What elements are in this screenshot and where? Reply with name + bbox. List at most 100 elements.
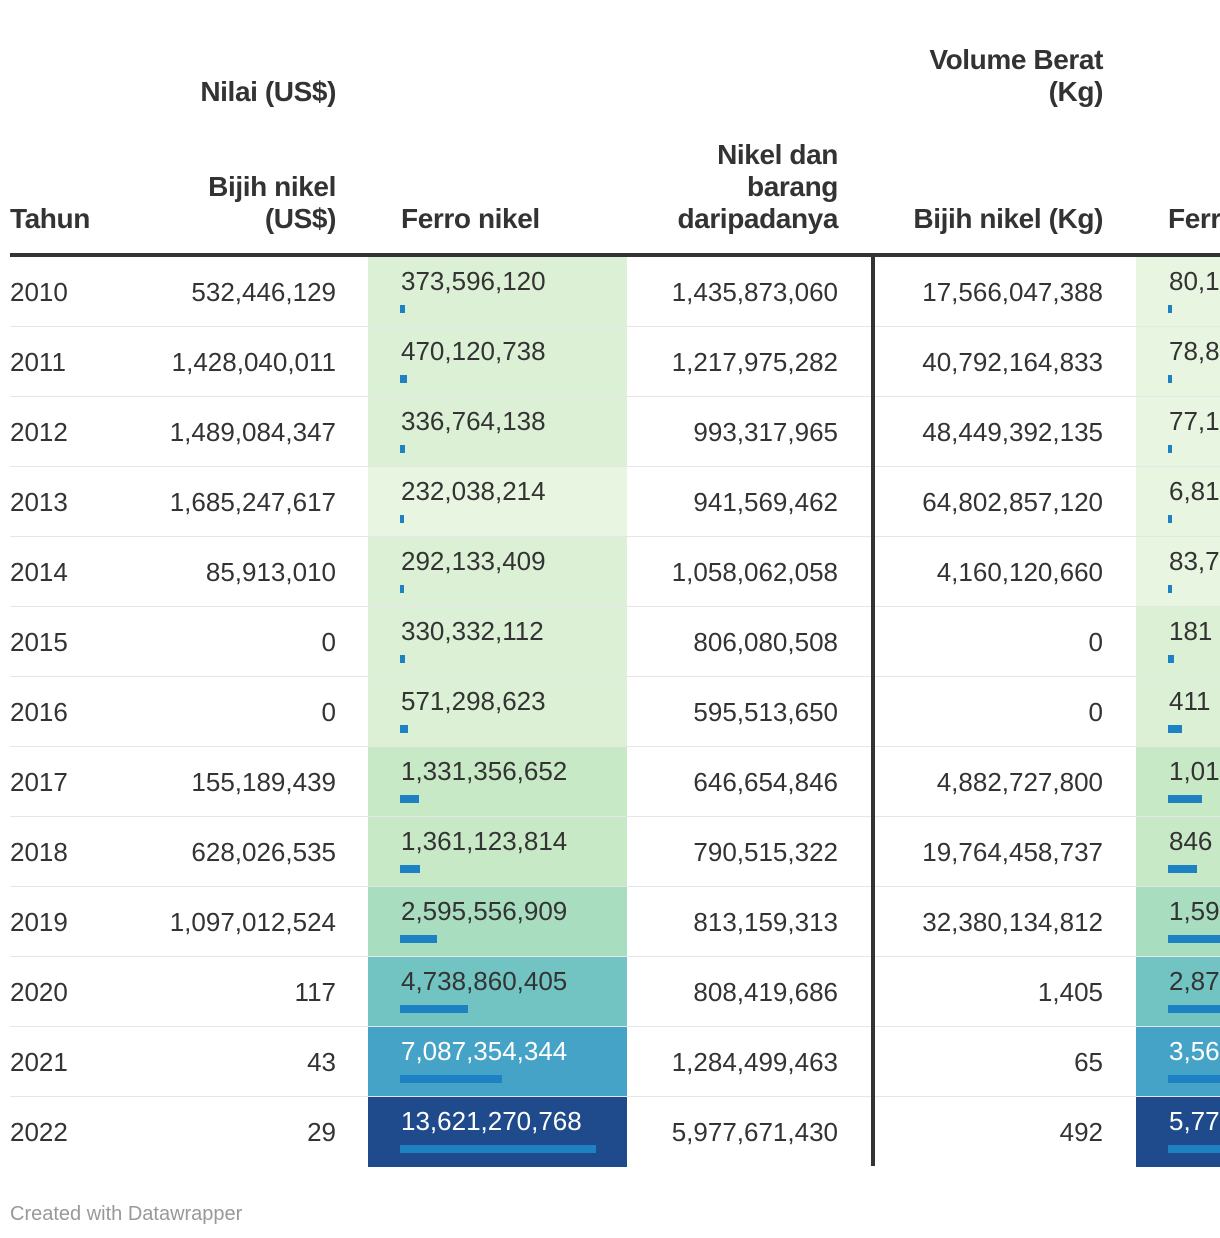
header-rule (10, 253, 1220, 257)
ferro-nikel-value-cell: 336,764,138 (368, 397, 627, 467)
group-header-volume-line2: (Kg) (1048, 76, 1104, 107)
ferro-nikel-weight-cell-bar (1168, 445, 1172, 453)
ferro-nikel-value-cell-bar (400, 865, 420, 873)
ferro-nikel-value-cell-value: 1,361,123,814 (401, 826, 568, 856)
ferro-nikel-value-cell-bar (400, 1075, 502, 1083)
ferro-nikel-value-cell: 7,087,354,344 (368, 1027, 627, 1097)
bijih-nikel-value-cell: 117 (294, 977, 336, 1007)
ferro-nikel-value-cell-value: 13,621,270,768 (401, 1106, 582, 1136)
ferro-nikel-value-cell: 232,038,214 (368, 467, 627, 537)
ferro-nikel-weight-cell-bar (1168, 935, 1220, 943)
bijih-nikel-value-cell: 1,428,040,011 (171, 347, 336, 377)
year-cell: 2016 (10, 697, 68, 727)
ferro-nikel-weight-cell: 80,1 (1136, 257, 1220, 327)
bijih-nikel-value-cell: 1,685,247,617 (169, 487, 336, 517)
row-divider (10, 956, 1220, 957)
bijih-nikel-weight-cell: 48,449,392,135 (922, 417, 1103, 447)
column-header-line: (US$) (264, 203, 337, 234)
ferro-nikel-value-cell: 571,298,623 (368, 677, 627, 747)
year-cell: 2014 (10, 557, 68, 587)
nikel-barang-cell: 1,435,873,060 (671, 277, 838, 307)
bijih-nikel-weight-cell: 17,566,047,388 (922, 277, 1103, 307)
row-divider (10, 396, 1220, 397)
bijih-nikel-weight-cell: 0 (1088, 627, 1103, 657)
table-row: 2021 43 7,087,354,344 1,284,499,463 65 3,56 (0, 1027, 1220, 1097)
ferro-nikel-value-cell-value: 330,332,112 (401, 616, 544, 646)
ferro-nikel-value-cell: 373,596,120 (368, 257, 627, 327)
ferro-nikel-weight-cell-value: 83,7 (1169, 546, 1220, 576)
ferro-nikel-value-cell-value: 1,331,356,652 (401, 756, 568, 786)
nikel-barang-cell: 808,419,686 (693, 977, 838, 1007)
ferro-nikel-value-cell-value: 7,087,354,344 (401, 1036, 568, 1066)
ferro-nikel-value-cell-value: 571,298,623 (401, 686, 546, 716)
ferro-nikel-weight-cell: 1,59 (1136, 887, 1220, 957)
table-row: 2015 0 330,332,112 806,080,508 0 181 (0, 607, 1220, 677)
ferro-nikel-value-cell-value: 373,596,120 (401, 266, 546, 296)
bijih-nikel-weight-cell: 64,802,857,120 (922, 487, 1103, 517)
ferro-nikel-weight-cell-value: 846 (1169, 826, 1213, 856)
group-header-volume: Volume Berat (Kg) (875, 44, 1103, 108)
group-header-volume-line1: Volume Berat (929, 44, 1103, 75)
ferro-nikel-weight-cell-value: 3,56 (1169, 1036, 1220, 1066)
nikel-barang-cell: 5,977,671,430 (671, 1117, 838, 1147)
ferro-nikel-weight-cell-value: 1,01 (1169, 756, 1220, 786)
column-header-ferro-nikel-weight: Ferro nikel (1168, 203, 1220, 234)
year-cell: 2022 (10, 1117, 68, 1147)
column-header-line: Nikel dan (717, 139, 838, 170)
ferro-nikel-value-cell-value: 336,764,138 (401, 406, 546, 436)
group-separator (871, 257, 875, 1166)
ferro-nikel-value-cell-bar (400, 1005, 469, 1013)
ferro-nikel-weight-cell-value: 78,8 (1169, 336, 1220, 366)
row-divider (10, 536, 1220, 537)
bijih-nikel-weight-cell: 65 (1074, 1047, 1103, 1077)
bijih-nikel-weight-cell: 40,792,164,833 (922, 347, 1103, 377)
year-cell: 2015 (10, 627, 68, 657)
nikel-barang-cell: 941,569,462 (693, 487, 838, 517)
ferro-nikel-weight-cell-bar (1168, 795, 1203, 803)
table-row: 2011 1,428,040,011 470,120,738 1,217,975,28… (0, 327, 1220, 397)
table-row: 2019 1,097,012,524 2,595,556,909 813,159,31… (0, 887, 1220, 957)
ferro-nikel-value-cell-bar (400, 585, 405, 593)
row-divider (10, 676, 1220, 677)
ferro-nikel-weight-cell: 77,1 (1136, 397, 1220, 467)
ferro-nikel-value-cell-bar (400, 725, 409, 733)
ferro-nikel-value-cell: 330,332,112 (368, 607, 627, 677)
ferro-nikel-value-cell: 13,621,270,768 (368, 1097, 627, 1167)
table-row: 2014 85,913,010 292,133,409 1,058,062,058 4,… (0, 537, 1220, 607)
ferro-nikel-weight-cell: 5,77 (1136, 1097, 1220, 1167)
ferro-nikel-value-cell-bar (400, 655, 405, 663)
ferro-nikel-weight-cell: 78,8 (1136, 327, 1220, 397)
ferro-nikel-value-cell: 292,133,409 (368, 537, 627, 607)
nikel-barang-cell: 806,080,508 (693, 627, 838, 657)
row-divider (10, 1096, 1220, 1097)
ferro-nikel-weight-cell-value: 77,1 (1169, 406, 1220, 436)
ferro-nikel-weight-cell-bar (1168, 725, 1182, 733)
year-cell: 2010 (10, 277, 68, 307)
year-cell: 2019 (10, 907, 68, 937)
ferro-nikel-weight-cell: 411 (1136, 677, 1220, 747)
bijih-nikel-value-cell: 0 (321, 697, 336, 727)
bijih-nikel-weight-cell: 4,882,727,800 (936, 767, 1103, 797)
bijih-nikel-value-cell: 0 (321, 627, 336, 657)
table-row: 2018 628,026,535 1,361,123,814 790,515,322 1… (0, 817, 1220, 887)
nikel-barang-cell: 1,217,975,282 (671, 347, 838, 377)
year-cell: 2017 (10, 767, 68, 797)
ferro-nikel-value-cell-value: 2,595,556,909 (401, 896, 568, 926)
ferro-nikel-weight-cell: 1,01 (1136, 747, 1220, 817)
column-header-line: daripadanya (677, 203, 838, 234)
table-row: 2020 117 4,738,860,405 808,419,686 1,405 2,87 (0, 957, 1220, 1027)
column-header-line: Bijih nikel (208, 171, 336, 202)
year-cell: 2018 (10, 837, 68, 867)
ferro-nikel-value-cell-bar (400, 935, 438, 943)
ferro-nikel-weight-cell-bar (1168, 865, 1197, 873)
bijih-nikel-value-cell: 532,446,129 (191, 277, 336, 307)
ferro-nikel-value-cell-value: 292,133,409 (401, 546, 546, 576)
table-row: 2013 1,685,247,617 232,038,214 941,569,462 6… (0, 467, 1220, 537)
bijih-nikel-value-cell: 1,097,012,524 (169, 907, 336, 937)
row-divider (10, 326, 1220, 327)
nikel-barang-cell: 1,284,499,463 (671, 1047, 838, 1077)
ferro-nikel-value-cell-bar (400, 515, 404, 523)
column-header-bijih-nikel-weight: Bijih nikel (Kg) (913, 203, 1103, 234)
ferro-nikel-weight-cell-value: 2,87 (1169, 966, 1220, 996)
ferro-nikel-weight-cell-value: 80,1 (1169, 266, 1220, 296)
